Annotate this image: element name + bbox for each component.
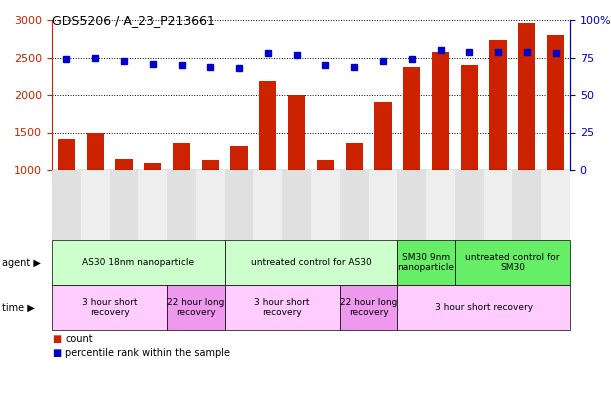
Bar: [375, 102, 392, 245]
Bar: [202, 160, 219, 245]
Text: 3 hour short
recovery: 3 hour short recovery: [82, 298, 137, 317]
Bar: [432, 51, 449, 245]
Text: agent ▶: agent ▶: [2, 257, 41, 268]
Bar: [115, 159, 133, 245]
Text: 22 hour long
recovery: 22 hour long recovery: [340, 298, 397, 317]
Bar: [144, 162, 161, 245]
Text: time ▶: time ▶: [2, 303, 35, 312]
Text: ■: ■: [52, 348, 61, 358]
Text: count: count: [65, 334, 93, 344]
Text: 22 hour long
recovery: 22 hour long recovery: [167, 298, 225, 317]
Bar: [518, 23, 535, 245]
Bar: [316, 160, 334, 245]
Text: AS30 18nm nanoparticle: AS30 18nm nanoparticle: [82, 258, 194, 267]
Text: SM30 9nm
nanoparticle: SM30 9nm nanoparticle: [398, 253, 455, 272]
Bar: [259, 81, 276, 245]
Bar: [230, 146, 247, 245]
Bar: [173, 143, 190, 245]
Text: GDS5206 / A_23_P213661: GDS5206 / A_23_P213661: [52, 14, 215, 27]
Bar: [489, 40, 507, 245]
Text: untreated control for
SM30: untreated control for SM30: [465, 253, 560, 272]
Bar: [87, 132, 104, 245]
Bar: [288, 95, 306, 245]
Bar: [547, 35, 564, 245]
Text: untreated control for AS30: untreated control for AS30: [251, 258, 371, 267]
Bar: [346, 143, 363, 245]
Text: percentile rank within the sample: percentile rank within the sample: [65, 348, 230, 358]
Bar: [403, 67, 420, 245]
Text: ■: ■: [52, 334, 61, 344]
Text: 3 hour short
recovery: 3 hour short recovery: [254, 298, 310, 317]
Bar: [58, 138, 75, 245]
Bar: [461, 65, 478, 245]
Text: 3 hour short recovery: 3 hour short recovery: [434, 303, 533, 312]
